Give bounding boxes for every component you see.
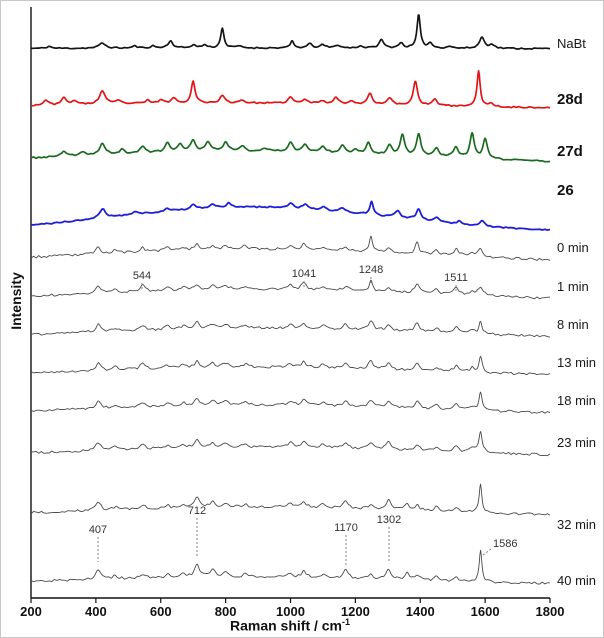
x-axis-title: Raman shift / cm-1 (230, 617, 350, 634)
series-label-28d: 28d (557, 91, 583, 108)
series-label-27d: 27d (557, 143, 583, 160)
x-tick-label-400: 400 (85, 604, 107, 619)
x-tick-label-1400: 1400 (406, 604, 435, 619)
series-label-13-min: 13 min (557, 355, 596, 370)
series-label-40-min: 40 min (557, 573, 596, 588)
series-label-23-min: 23 min (557, 435, 596, 450)
annotation-label-1170: 1170 (334, 522, 358, 534)
spectrum-trace-23-min (30, 431, 551, 457)
spectrum-trace-NaBt (30, 14, 551, 50)
series-label-26: 26 (557, 182, 574, 199)
series-label-8-min: 8 min (557, 317, 589, 332)
x-tick-label-600: 600 (150, 604, 172, 619)
annotation-label-544: 544 (133, 270, 151, 282)
spectrum-trace-1-min (30, 279, 551, 300)
spectrum-trace-40-min (30, 549, 550, 585)
x-tick-label-200: 200 (20, 604, 42, 619)
spectrum-trace-26 (30, 200, 551, 232)
annotation-label-712: 712 (188, 505, 206, 517)
spectrum-trace-32-min (30, 483, 551, 516)
x-axis-title-superscript: -1 (342, 617, 351, 627)
spectrum-trace-28d (30, 70, 551, 109)
series-label-1-min: 1 min (557, 279, 589, 294)
series-label-18-min: 18 min (557, 393, 596, 408)
series-label-32-min: 32 min (557, 517, 596, 532)
annotation-leader-1586 (482, 548, 492, 556)
annotation-label-1511: 1511 (444, 272, 468, 284)
spectrum-trace-8-min (30, 320, 551, 338)
y-axis-title: Intensity (8, 272, 24, 330)
annotation-label-1586: 1586 (493, 538, 517, 550)
x-tick-label-1600: 1600 (471, 604, 500, 619)
spectrum-trace-0-min (30, 235, 551, 261)
annotation-label-1041: 1041 (292, 268, 316, 280)
x-tick-label-1800: 1800 (536, 604, 565, 619)
annotation-label-1248: 1248 (359, 264, 383, 276)
spectrum-trace-27d (30, 131, 551, 163)
x-axis-title-text: Raman shift / cm (229, 617, 343, 634)
series-label-NaBt: NaBt (557, 36, 586, 51)
x-tick-label-1200: 1200 (341, 604, 370, 619)
series-label-0-min: 0 min (557, 240, 589, 255)
annotation-label-1302: 1302 (377, 514, 401, 526)
x-tick-label-800: 800 (215, 604, 237, 619)
spectrum-trace-13-min (30, 355, 551, 376)
spectrum-trace-18-min (30, 391, 551, 414)
annotation-label-407: 407 (89, 524, 107, 536)
x-tick-label-1000: 1000 (276, 604, 305, 619)
